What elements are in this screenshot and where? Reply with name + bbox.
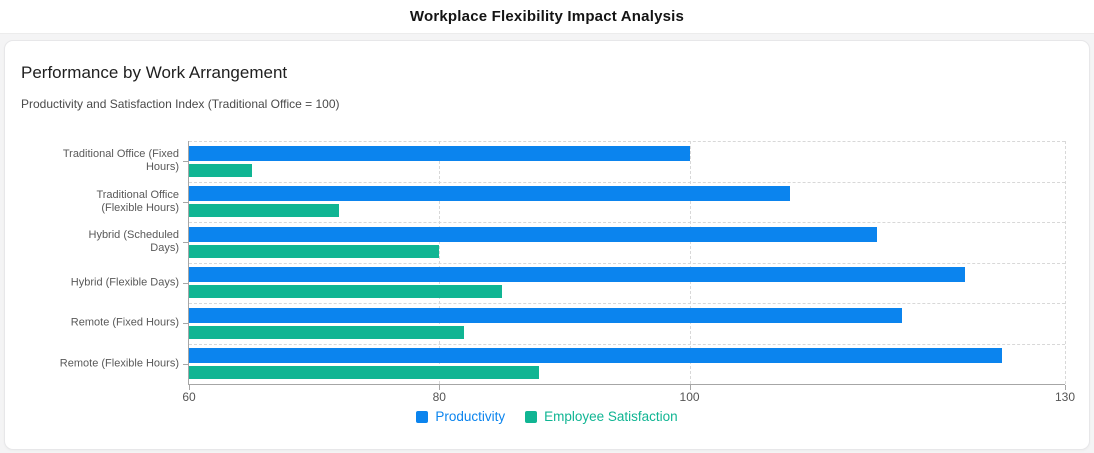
legend-item[interactable]: Productivity [416,409,505,424]
bar-productivity[interactable] [189,145,690,161]
y-gridline [189,303,1065,304]
y-tick-mark [183,242,188,244]
x-tick-label: 130 [1054,390,1076,404]
y-gridline [189,262,1065,264]
bar-satisfaction[interactable] [189,244,440,258]
category-label: Hybrid (Flexible Days) [70,276,179,289]
y-tick-mark [183,161,188,163]
bar-satisfaction[interactable] [189,285,502,298]
bar-productivity[interactable] [189,226,878,242]
bar-productivity[interactable] [189,186,790,201]
page-title: Workplace Flexibility Impact Analysis [409,8,685,25]
y-tick-mark [183,323,188,325]
y-gridline [189,181,1065,183]
bar-satisfaction[interactable] [189,325,465,339]
category-label: Traditional Office (Fixed Hours) [62,148,179,174]
legend-swatch-icon [525,410,538,423]
chart-legend: Productivity Employee Satisfaction [5,409,1089,424]
y-tick-mark [183,201,188,203]
y-gridline [189,141,1065,142]
chart-subtitle: Productivity and Satisfaction Index (Tra… [21,97,340,111]
y-tick-mark [183,282,188,284]
x-tick-label: 60 [182,390,196,404]
plot-area: 60 80 100 130 Traditional Office (Fixed Hour… [60,141,1075,404]
x-tick-mark [1065,385,1066,390]
category-label: Hybrid (Scheduled Days) [88,229,180,255]
bar-satisfaction[interactable] [189,204,340,217]
chart-card: Performance by Work Arrangement Producti… [4,40,1090,450]
x-tick-mark [439,385,441,390]
x-tick-mark [189,385,190,390]
category-label: Remote (Flexible Hours) [59,357,179,370]
app-header: Workplace Flexibility Impact Analysis [0,0,1094,34]
x-tick-mark [689,385,691,390]
y-tick-mark [183,363,188,365]
legend-label: Employee Satisfaction [544,409,678,424]
bar-satisfaction[interactable] [189,163,252,177]
legend-label: Productivity [435,409,506,424]
y-gridline [189,222,1065,223]
legend-swatch-icon [416,410,429,423]
x-tick-label: 80 [432,390,446,404]
x-tick-label: 100 [679,390,700,404]
bar-productivity[interactable] [189,267,965,282]
y-gridline [189,343,1065,345]
x-gridline [1065,141,1066,384]
legend-item[interactable]: Employee Satisfaction [525,409,678,424]
bar-productivity[interactable] [189,348,1003,363]
chart-title: Performance by Work Arrangement [21,63,288,82]
bar-productivity[interactable] [189,307,903,323]
category-label: Remote (Fixed Hours) [70,316,179,329]
bar-satisfaction[interactable] [189,366,540,379]
category-label: Traditional Office (Flexible Hours) [96,188,179,214]
